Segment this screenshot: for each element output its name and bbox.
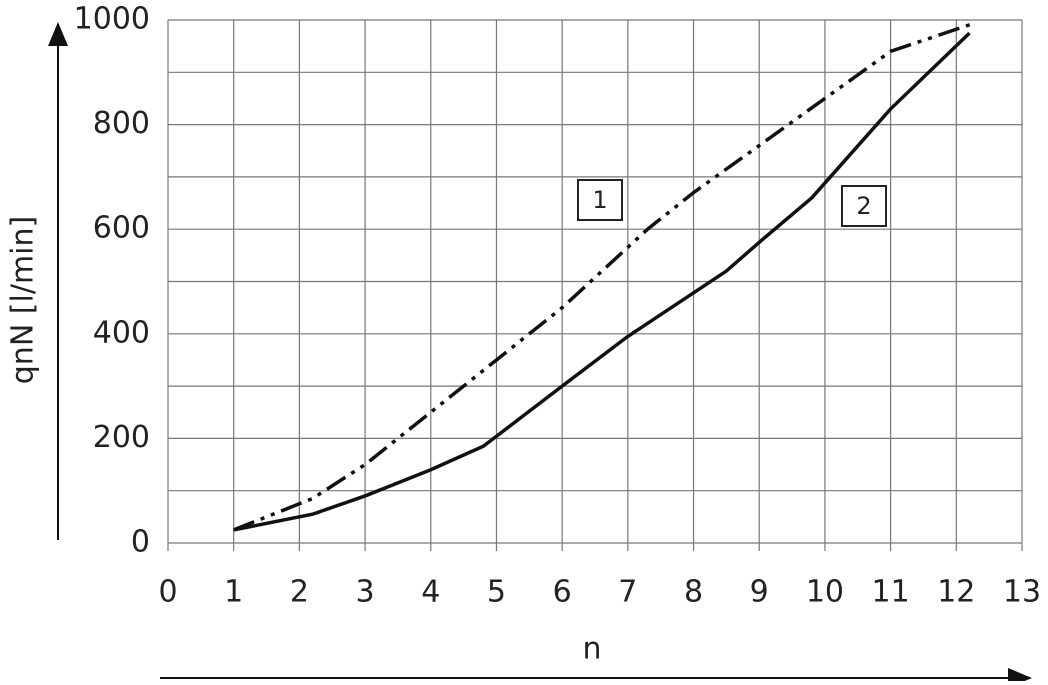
legend-box [841, 185, 887, 227]
y-tick-label: 200 [93, 420, 150, 455]
x-tick-label: 2 [290, 575, 309, 610]
legend-label: 2 [856, 192, 871, 220]
x-tick-label: 12 [937, 575, 975, 610]
series-line [233, 31, 971, 532]
x-axis-label: n [582, 632, 601, 667]
y-axis-label: qnN [l/min] [6, 216, 41, 384]
x-tick-label: 4 [421, 575, 440, 610]
y-tick-label: 600 [93, 211, 150, 246]
x-tick-label: 13 [1003, 575, 1041, 610]
y-tick-label: 1000 [74, 2, 150, 37]
x-tick-label: 10 [806, 575, 844, 610]
x-tick-label: 9 [750, 575, 769, 610]
y-tick-label: 400 [93, 315, 150, 350]
x-tick-label: 1 [224, 575, 243, 610]
series-line [233, 20, 977, 532]
x-tick-label: 0 [158, 575, 177, 610]
legend-label: 1 [592, 186, 607, 214]
x-tick-label: 11 [872, 575, 910, 610]
y-tick-label: 800 [93, 106, 150, 141]
x-tick-label: 5 [487, 575, 506, 610]
y-tick-label: 0 [131, 525, 150, 560]
x-tick-label: 6 [553, 575, 572, 610]
x-tick-label: 7 [618, 575, 637, 610]
x-tick-label: 3 [356, 575, 375, 610]
legend-box [577, 179, 623, 221]
x-tick-label: 8 [684, 575, 703, 610]
